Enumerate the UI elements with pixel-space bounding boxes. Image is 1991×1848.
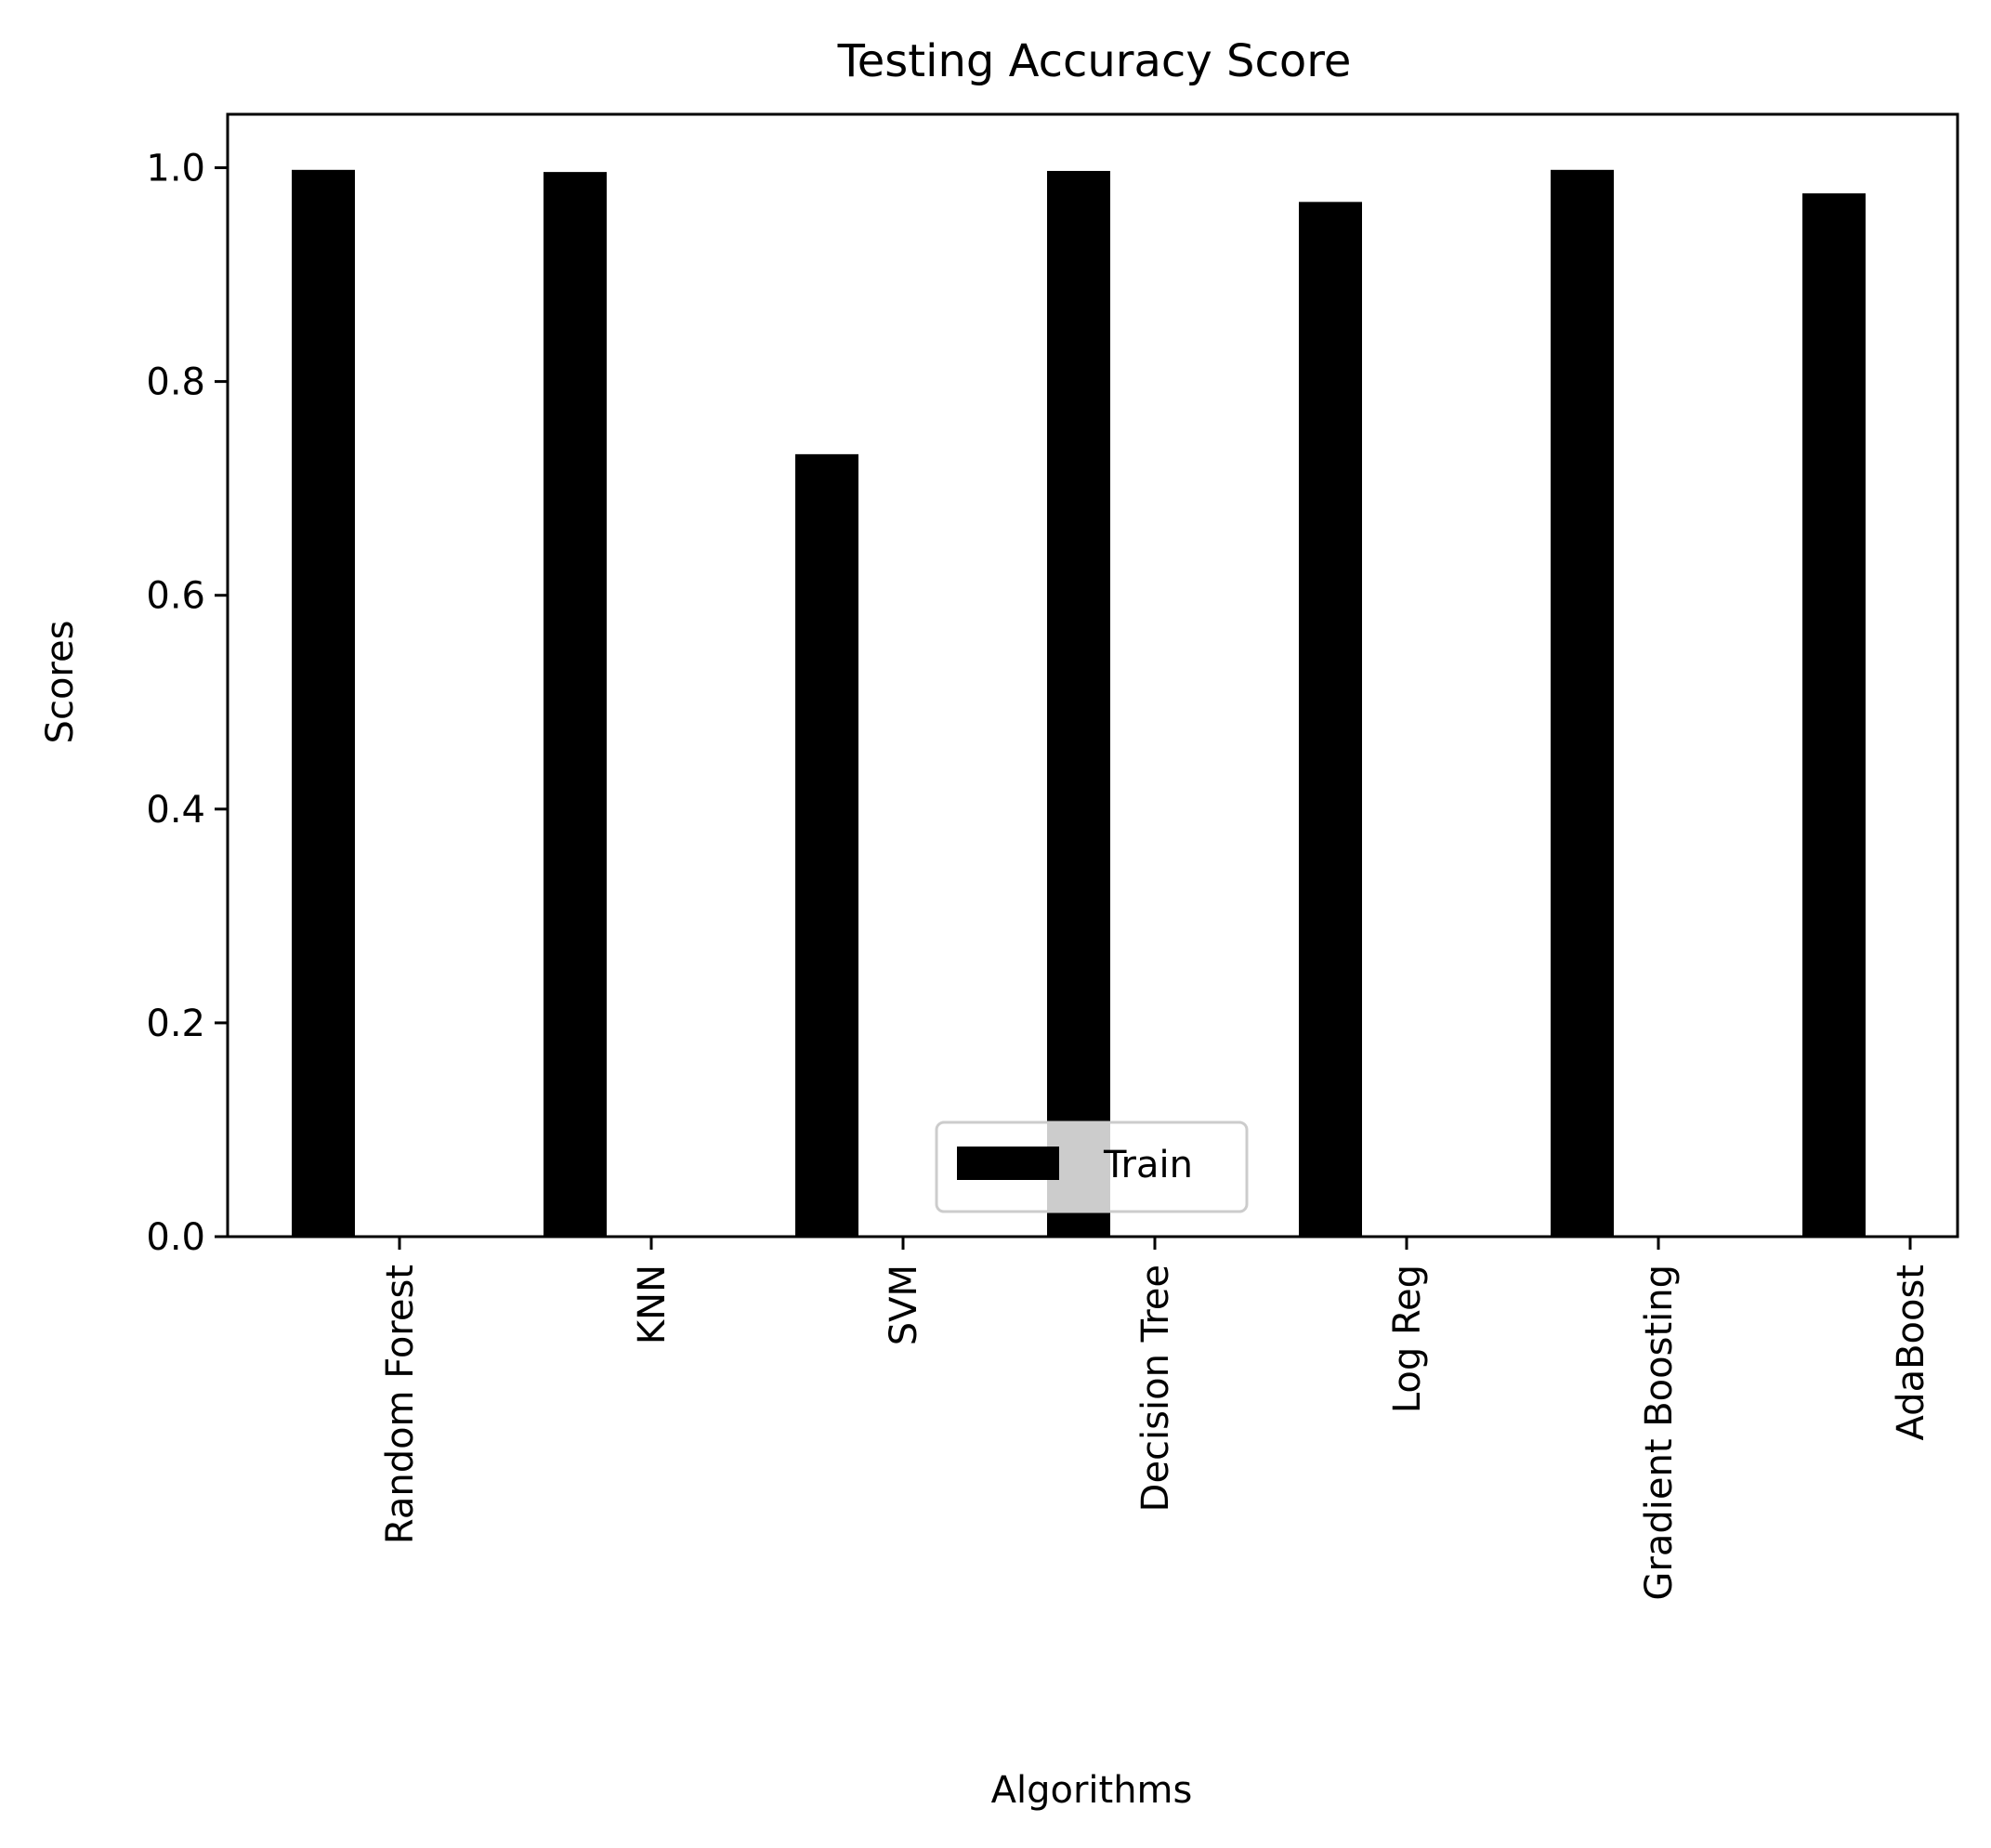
bar-decision-tree	[1047, 170, 1110, 1238]
x-tick-label: Log Reg	[1386, 1265, 1429, 1413]
bar-log-reg	[1299, 202, 1362, 1237]
x-tick-label: SVM	[883, 1265, 925, 1345]
y-tick-label: 0.4	[146, 789, 205, 832]
bar-adaboost	[1802, 193, 1866, 1237]
x-tick-label: KNN	[631, 1265, 674, 1344]
legend-label-train: Train	[1103, 1144, 1193, 1186]
bar-random-forest	[292, 169, 355, 1238]
x-tick-label: AdaBoost	[1890, 1265, 1932, 1440]
x-axis-label: Algorithms	[991, 1769, 1193, 1812]
x-tick-label: Gradient Boosting	[1638, 1265, 1681, 1601]
y-axis-label: Scores	[39, 621, 82, 744]
bar-knn	[544, 172, 607, 1237]
y-tick-label: 0.8	[146, 361, 205, 404]
bar-svm	[795, 453, 858, 1237]
plot-area-frame	[226, 112, 1959, 1239]
legend-box	[935, 1121, 1249, 1213]
bars-layer	[292, 169, 1866, 1238]
y-axis-ticks: 0.0 0.2 0.4 0.6 0.8 1.0	[146, 148, 228, 1259]
chart-title: Testing Accuracy Score	[837, 35, 1352, 87]
bar-gradient-boosting	[1551, 169, 1614, 1238]
y-tick-label: 0.6	[146, 575, 205, 618]
legend: Train	[935, 1121, 1249, 1213]
legend-swatch-train	[957, 1147, 1059, 1180]
x-tick-label: Decision Tree	[1134, 1265, 1177, 1512]
x-axis-ticks: Random Forest KNN SVM Decision Tree Log Reg G…	[379, 1237, 1932, 1601]
y-tick-label: 0.2	[146, 1003, 205, 1045]
x-tick-label: Random Forest	[379, 1265, 422, 1544]
y-tick-label: 1.0	[146, 148, 205, 190]
y-tick-label: 0.0	[146, 1216, 205, 1259]
